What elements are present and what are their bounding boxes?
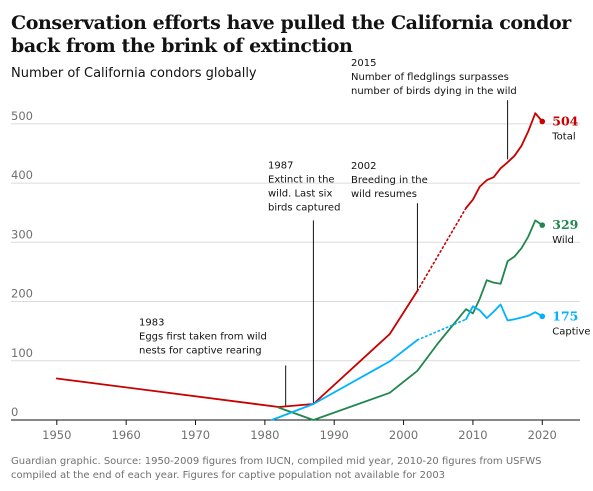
annotation-text-a2015-1: Number of fledglings surpasses [351,72,509,83]
end-value-total: 504 [552,113,578,128]
annotation-text-a2015-0: 2015 [351,58,376,69]
annotation-text-a1987-0: 1987 [268,160,293,171]
gridlines [11,123,580,362]
y-tick-label-100: 100 [11,346,33,360]
series-line-wild-0 [277,219,544,421]
y-tick-label-400: 400 [11,168,33,182]
series-name-captive: Captive [552,326,590,337]
chart-title: Conservation efforts have pulled the Cal… [11,12,571,57]
source-note: Guardian graphic. Source: 1950-2009 figu… [11,456,542,481]
chart-subtitle: Number of California condors globally [11,66,257,81]
x-tick-label-1990: 1990 [320,428,349,442]
end-point-total [539,118,546,125]
series-line-captive-1 [416,318,467,341]
y-tick-label-200: 200 [11,287,33,301]
x-tick-label-2000: 2000 [389,428,418,442]
end-point-captive [539,313,546,320]
end-point-wild [539,222,546,228]
annotation-text-a1983-0: 1983 [139,318,164,329]
series-line-captive-0 [270,339,419,421]
annotation-text-a2002-0: 2002 [351,161,376,172]
annotation-text-a2015-2: number of birds dying in the wild [351,86,517,97]
end-labels: 504 Total 329 Wild 175 Captive [539,113,590,337]
y-tick-label-500: 500 [11,109,33,123]
line-chart: 0 100 200 300 400 500 1950 1960 1970 1980 1990 2000… [11,58,590,442]
series-name-wild: Wild [552,235,574,246]
x-tick-label-2010: 2010 [458,428,487,442]
x-tick-label-2020: 2020 [528,428,557,442]
x-tick-label-1980: 1980 [250,428,279,442]
y-tick-label-0: 0 [11,405,18,419]
annotation-text-a2002-2: wild resumes [351,189,417,200]
series-lines [55,112,544,421]
series-line-total-2 [465,112,544,209]
annotation-text-a1987-1: Extinct in the [268,174,335,185]
series-line-captive-2 [465,303,544,322]
annotation-text-a2002-1: Breeding in the [351,175,428,186]
annotations: 1983 Eggs first taken from wild nests for … [139,58,517,407]
x-tick-label-1970: 1970 [181,428,210,442]
annotation-text-a1987-2: wild. Last six [268,188,332,199]
annotation-text-a1987-3: birds captured [268,202,340,213]
series-line-total-1 [416,207,467,292]
series-name-total: Total [551,131,575,142]
annotation-text-a1983-2: nests for captive rearing [139,346,262,357]
end-value-wild: 329 [552,217,578,232]
axes: 0 100 200 300 400 500 1950 1960 1970 1980 1990 2000… [11,109,580,442]
y-tick-label-300: 300 [11,227,33,241]
x-tick-label-1950: 1950 [42,428,71,442]
x-tick-label-1960: 1960 [112,428,141,442]
end-value-captive: 175 [552,308,578,323]
annotation-text-a1983-1: Eggs first taken from wild [139,332,267,343]
